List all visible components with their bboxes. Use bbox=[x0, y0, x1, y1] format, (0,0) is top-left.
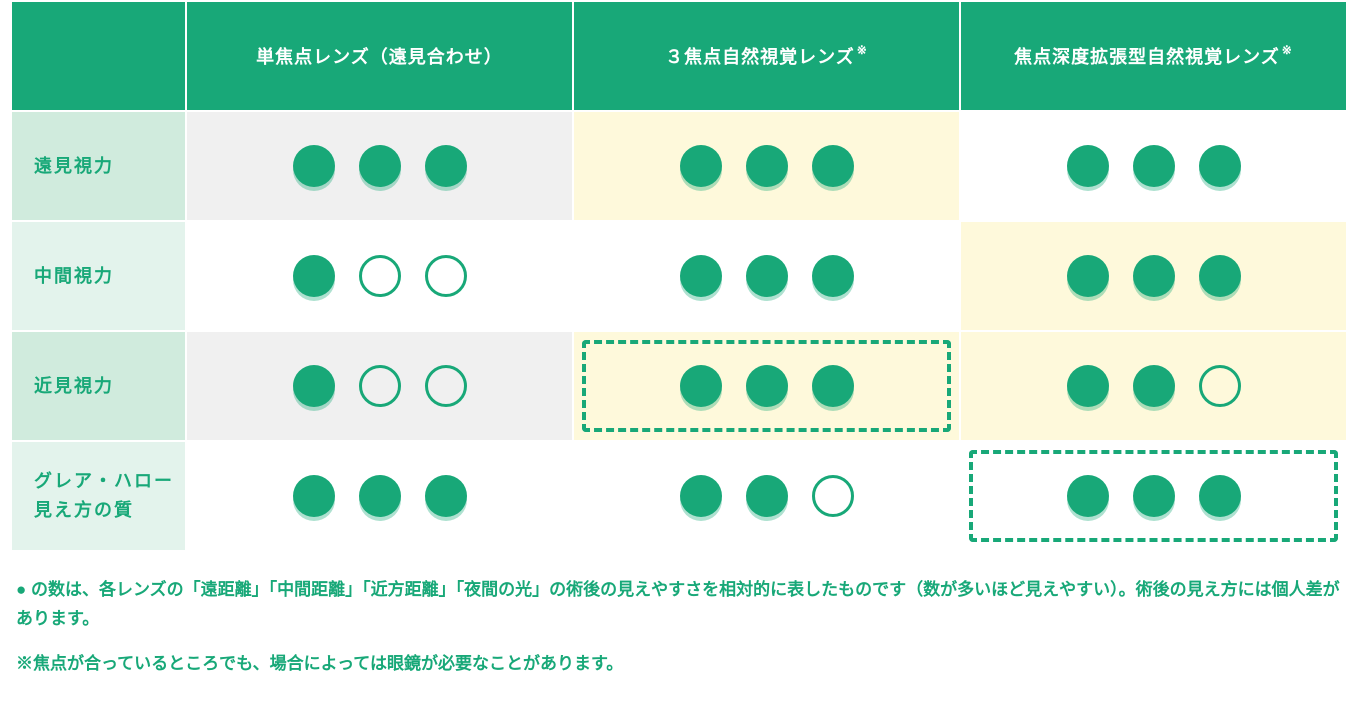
col-head-label-2: 焦点深度拡張型自然視覚レンズ bbox=[1014, 47, 1280, 67]
dot-filled-icon bbox=[680, 145, 722, 187]
cell-1-1 bbox=[573, 221, 960, 331]
dots-group bbox=[574, 222, 959, 330]
table-body: 遠見視力中間視力近見視力グレア・ハロー見え方の質 bbox=[11, 111, 1347, 551]
cell-3-0 bbox=[186, 441, 573, 551]
cell-2-1 bbox=[573, 331, 960, 441]
cell-0-0 bbox=[186, 111, 573, 221]
dot-empty-icon bbox=[425, 365, 467, 407]
col-head-0: 単焦点レンズ（遠見合わせ） bbox=[186, 1, 573, 111]
dot-filled-icon bbox=[746, 255, 788, 297]
cell-3-1 bbox=[573, 441, 960, 551]
dot-filled-icon bbox=[293, 475, 335, 517]
dots-group bbox=[574, 332, 959, 440]
row-head-1: 中間視力 bbox=[11, 221, 186, 331]
col-head-1: ３焦点自然視覚レンズ※ bbox=[573, 1, 960, 111]
dot-filled-icon bbox=[746, 475, 788, 517]
dots-group bbox=[574, 112, 959, 220]
comparison-table-wrap: 単焦点レンズ（遠見合わせ） ３焦点自然視覚レンズ※ 焦点深度拡張型自然視覚レンズ… bbox=[0, 0, 1358, 552]
footnote-2: ※焦点が合っているところでも、場合によっては眼鏡が必要なことがあります。 bbox=[16, 650, 1342, 679]
dot-empty-icon bbox=[359, 255, 401, 297]
dot-filled-icon bbox=[293, 365, 335, 407]
dot-empty-icon bbox=[359, 365, 401, 407]
dot-filled-icon bbox=[1067, 145, 1109, 187]
footnotes: ● の数は、各レンズの「遠距離」「中間距離」「近方距離」「夜間の光」の術後の見え… bbox=[0, 552, 1358, 705]
cell-2-0 bbox=[186, 331, 573, 441]
dot-filled-icon bbox=[746, 365, 788, 407]
dot-empty-icon bbox=[425, 255, 467, 297]
cell-2-2 bbox=[960, 331, 1347, 441]
col-head-2: 焦点深度拡張型自然視覚レンズ※ bbox=[960, 1, 1347, 111]
table-row: 中間視力 bbox=[11, 221, 1347, 331]
dot-filled-icon bbox=[359, 475, 401, 517]
dot-filled-icon bbox=[425, 475, 467, 517]
dots-group bbox=[961, 222, 1346, 330]
dot-empty-icon bbox=[1199, 365, 1241, 407]
table-row: 遠見視力 bbox=[11, 111, 1347, 221]
dot-filled-icon bbox=[1199, 475, 1241, 517]
dots-group bbox=[187, 332, 572, 440]
row-head-2: 近見視力 bbox=[11, 331, 186, 441]
header-row: 単焦点レンズ（遠見合わせ） ３焦点自然視覚レンズ※ 焦点深度拡張型自然視覚レンズ… bbox=[11, 1, 1347, 111]
dot-filled-icon bbox=[425, 145, 467, 187]
dot-filled-icon bbox=[812, 255, 854, 297]
dot-filled-icon bbox=[680, 365, 722, 407]
col-head-label-1: ３焦点自然視覚レンズ bbox=[665, 47, 855, 67]
asterisk-icon: ※ bbox=[857, 43, 868, 57]
cell-3-2 bbox=[960, 441, 1347, 551]
dots-group bbox=[574, 442, 959, 550]
dots-group bbox=[187, 442, 572, 550]
dots-group bbox=[187, 222, 572, 330]
dots-group bbox=[961, 442, 1346, 550]
dot-filled-icon bbox=[293, 255, 335, 297]
dot-filled-icon bbox=[680, 475, 722, 517]
cell-1-0 bbox=[186, 221, 573, 331]
dot-filled-icon bbox=[1133, 475, 1175, 517]
col-head-label-0: 単焦点レンズ（遠見合わせ） bbox=[256, 47, 503, 67]
asterisk-icon: ※ bbox=[1282, 43, 1293, 57]
cell-0-2 bbox=[960, 111, 1347, 221]
dot-empty-icon bbox=[812, 475, 854, 517]
dot-filled-icon bbox=[812, 365, 854, 407]
footnote-1: ● の数は、各レンズの「遠距離」「中間距離」「近方距離」「夜間の光」の術後の見え… bbox=[16, 576, 1342, 634]
dots-group bbox=[187, 112, 572, 220]
row-head-3: グレア・ハロー見え方の質 bbox=[11, 441, 186, 551]
dots-group bbox=[961, 332, 1346, 440]
table-row: グレア・ハロー見え方の質 bbox=[11, 441, 1347, 551]
dot-filled-icon bbox=[812, 145, 854, 187]
cell-1-2 bbox=[960, 221, 1347, 331]
dot-filled-icon bbox=[1133, 365, 1175, 407]
dot-filled-icon bbox=[1133, 255, 1175, 297]
dot-filled-icon bbox=[1199, 145, 1241, 187]
dot-filled-icon bbox=[1067, 255, 1109, 297]
table-row: 近見視力 bbox=[11, 331, 1347, 441]
cell-0-1 bbox=[573, 111, 960, 221]
dot-filled-icon bbox=[293, 145, 335, 187]
dot-filled-icon bbox=[359, 145, 401, 187]
dot-filled-icon bbox=[1067, 475, 1109, 517]
dot-filled-icon bbox=[680, 255, 722, 297]
row-head-0: 遠見視力 bbox=[11, 111, 186, 221]
dot-filled-icon bbox=[1067, 365, 1109, 407]
lens-comparison-table: 単焦点レンズ（遠見合わせ） ３焦点自然視覚レンズ※ 焦点深度拡張型自然視覚レンズ… bbox=[10, 0, 1348, 552]
dots-group bbox=[961, 112, 1346, 220]
dot-filled-icon bbox=[1199, 255, 1241, 297]
dot-filled-icon bbox=[1133, 145, 1175, 187]
corner-cell bbox=[11, 1, 186, 111]
dot-filled-icon bbox=[746, 145, 788, 187]
